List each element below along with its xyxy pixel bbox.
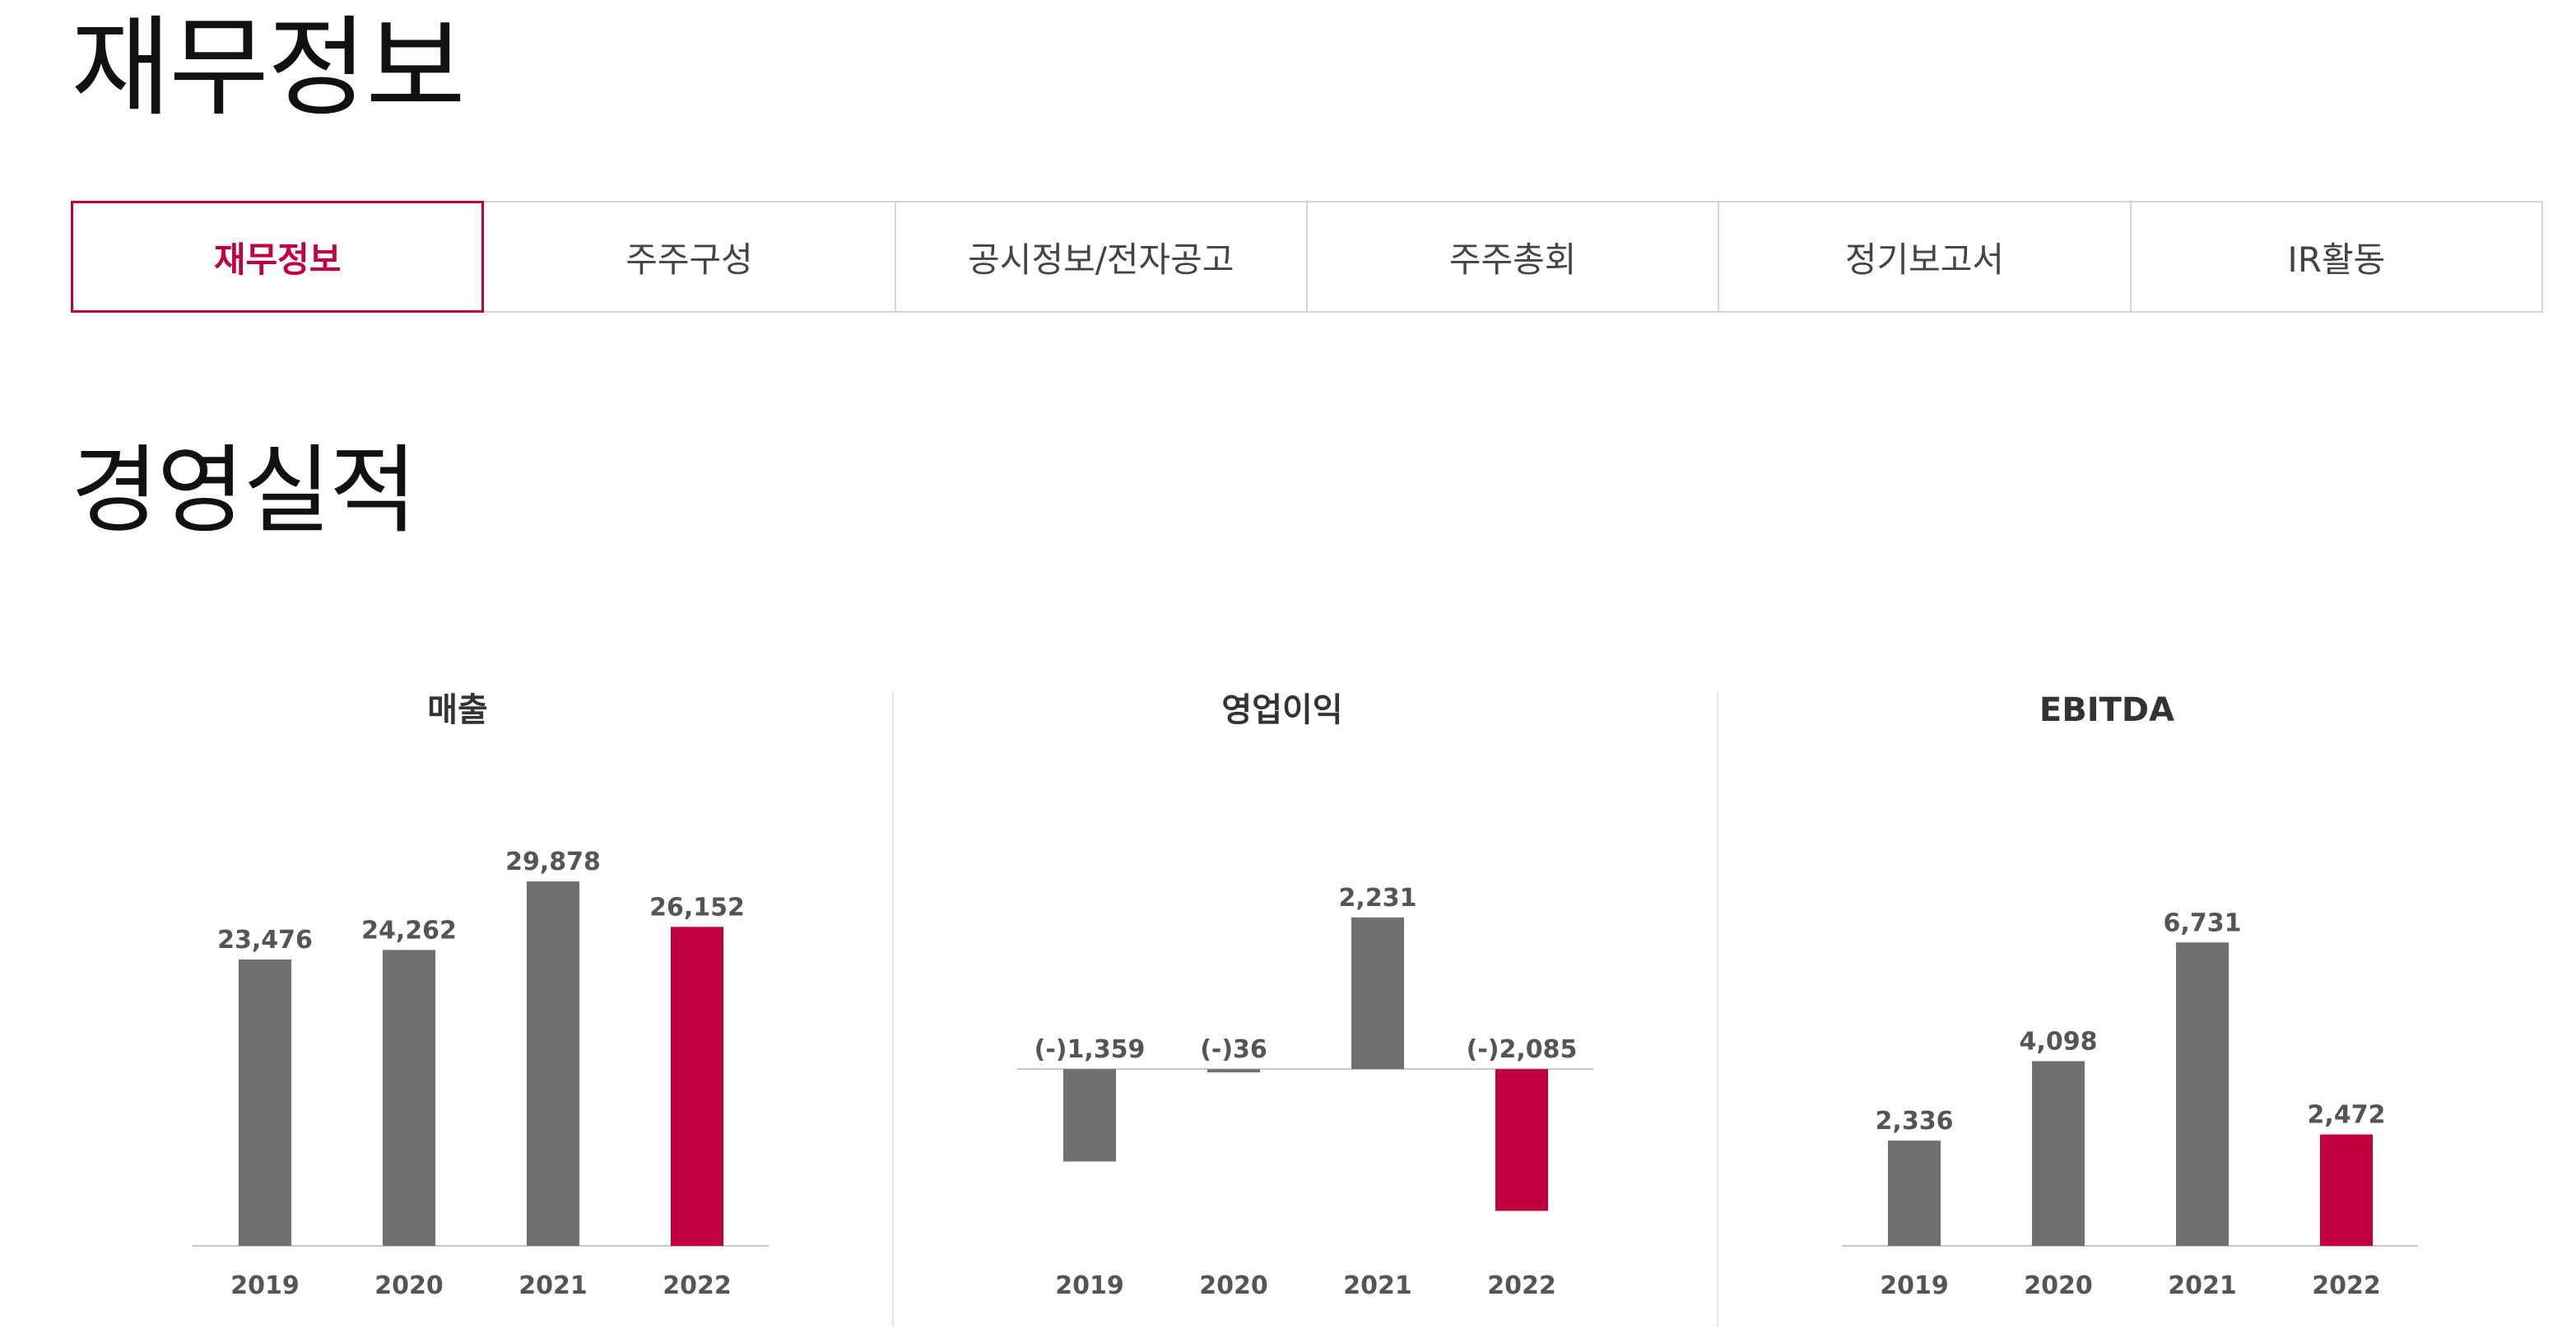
bar-2020 [1207,1069,1260,1073]
section-tabs: 재무정보 주주구성 공시정보/전자공고 주주총회 정기보고서 IR활동 [70,201,2543,313]
x-tick-label: 2019 [230,1271,300,1300]
value-label: 4,098 [2020,1028,2098,1057]
bar-2022 [1495,1069,1548,1211]
value-label: (-)2,085 [1467,1035,1578,1064]
x-tick-label: 2022 [663,1271,732,1300]
bar-2020 [383,950,435,1246]
operating-profit-chart-svg: 영업이익 (-)1,359 2019 (-)36 2020 2,231 2021 (-)2,0… [1017,691,1593,1300]
ebitda-chart-svg: EBITDA 2,336 2019 4,098 2020 6,731 2021 2,472 20… [1842,691,2418,1300]
tab-periodic-report[interactable]: 정기보고서 [1718,202,2129,311]
x-tick-label: 2022 [1487,1271,1556,1300]
x-tick-label: 2021 [518,1271,588,1300]
tab-financial-info[interactable]: 재무정보 [70,201,485,313]
chart-divider [892,691,894,1327]
x-tick-label: 2020 [374,1271,444,1300]
page-title: 재무정보 [71,5,466,132]
chart-divider [1717,691,1718,1327]
value-label: 29,878 [505,848,601,876]
value-label: 2,336 [1876,1107,1954,1136]
x-tick-label: 2020 [2024,1271,2093,1300]
value-label: 2,231 [1339,884,1417,913]
bar-2021 [1351,917,1404,1070]
tab-disclosure[interactable]: 공시정보/전자공고 [894,202,1306,311]
operating-profit-chart: 영업이익 (-)1,359 2019 (-)36 2020 2,231 2021 (-)2,0… [895,675,1715,1333]
bar-2019 [239,960,291,1246]
bar-2022 [2320,1134,2373,1246]
bar-2021 [527,881,579,1246]
x-tick-label: 2019 [1880,1271,1949,1300]
bar-2020 [2032,1061,2085,1246]
x-tick-label: 2022 [2312,1271,2381,1300]
chart-title: EBITDA [2039,691,2174,729]
tab-shareholder-meeting[interactable]: 주주총회 [1305,202,1718,311]
charts-area: 매출 23,476 2019 24,262 2020 29,878 2021 26,152 20… [71,675,2543,1333]
x-tick-label: 2019 [1055,1271,1124,1300]
x-tick-label: 2021 [2168,1271,2237,1300]
chart-title: 매출 [427,691,488,729]
section-title: 경영실적 [71,435,417,546]
tab-ir-activity[interactable]: IR활동 [2129,202,2541,311]
revenue-chart: 매출 23,476 2019 24,262 2020 29,878 2021 26,152 20… [71,675,890,1333]
x-tick-label: 2021 [1343,1271,1412,1300]
ebitda-chart: EBITDA 2,336 2019 4,098 2020 6,731 2021 2,472 20… [1720,675,2540,1333]
value-label: (-)1,359 [1035,1035,1146,1064]
value-label: (-)36 [1200,1035,1267,1064]
value-label: 24,262 [361,916,457,945]
value-label: 23,476 [217,926,313,955]
x-tick-label: 2020 [1199,1271,1268,1300]
value-label: 2,472 [2308,1101,2386,1130]
bar-2019 [1063,1069,1116,1162]
value-label: 26,152 [649,893,745,922]
value-label: 6,731 [2164,908,2242,937]
revenue-chart-svg: 매출 23,476 2019 24,262 2020 29,878 2021 26,152 20… [193,691,769,1300]
bar-2019 [1888,1141,1941,1246]
chart-title: 영업이익 [1221,691,1342,729]
bar-2021 [2176,942,2229,1246]
bar-2022 [671,927,723,1246]
tab-shareholders[interactable]: 주주구성 [482,202,894,311]
